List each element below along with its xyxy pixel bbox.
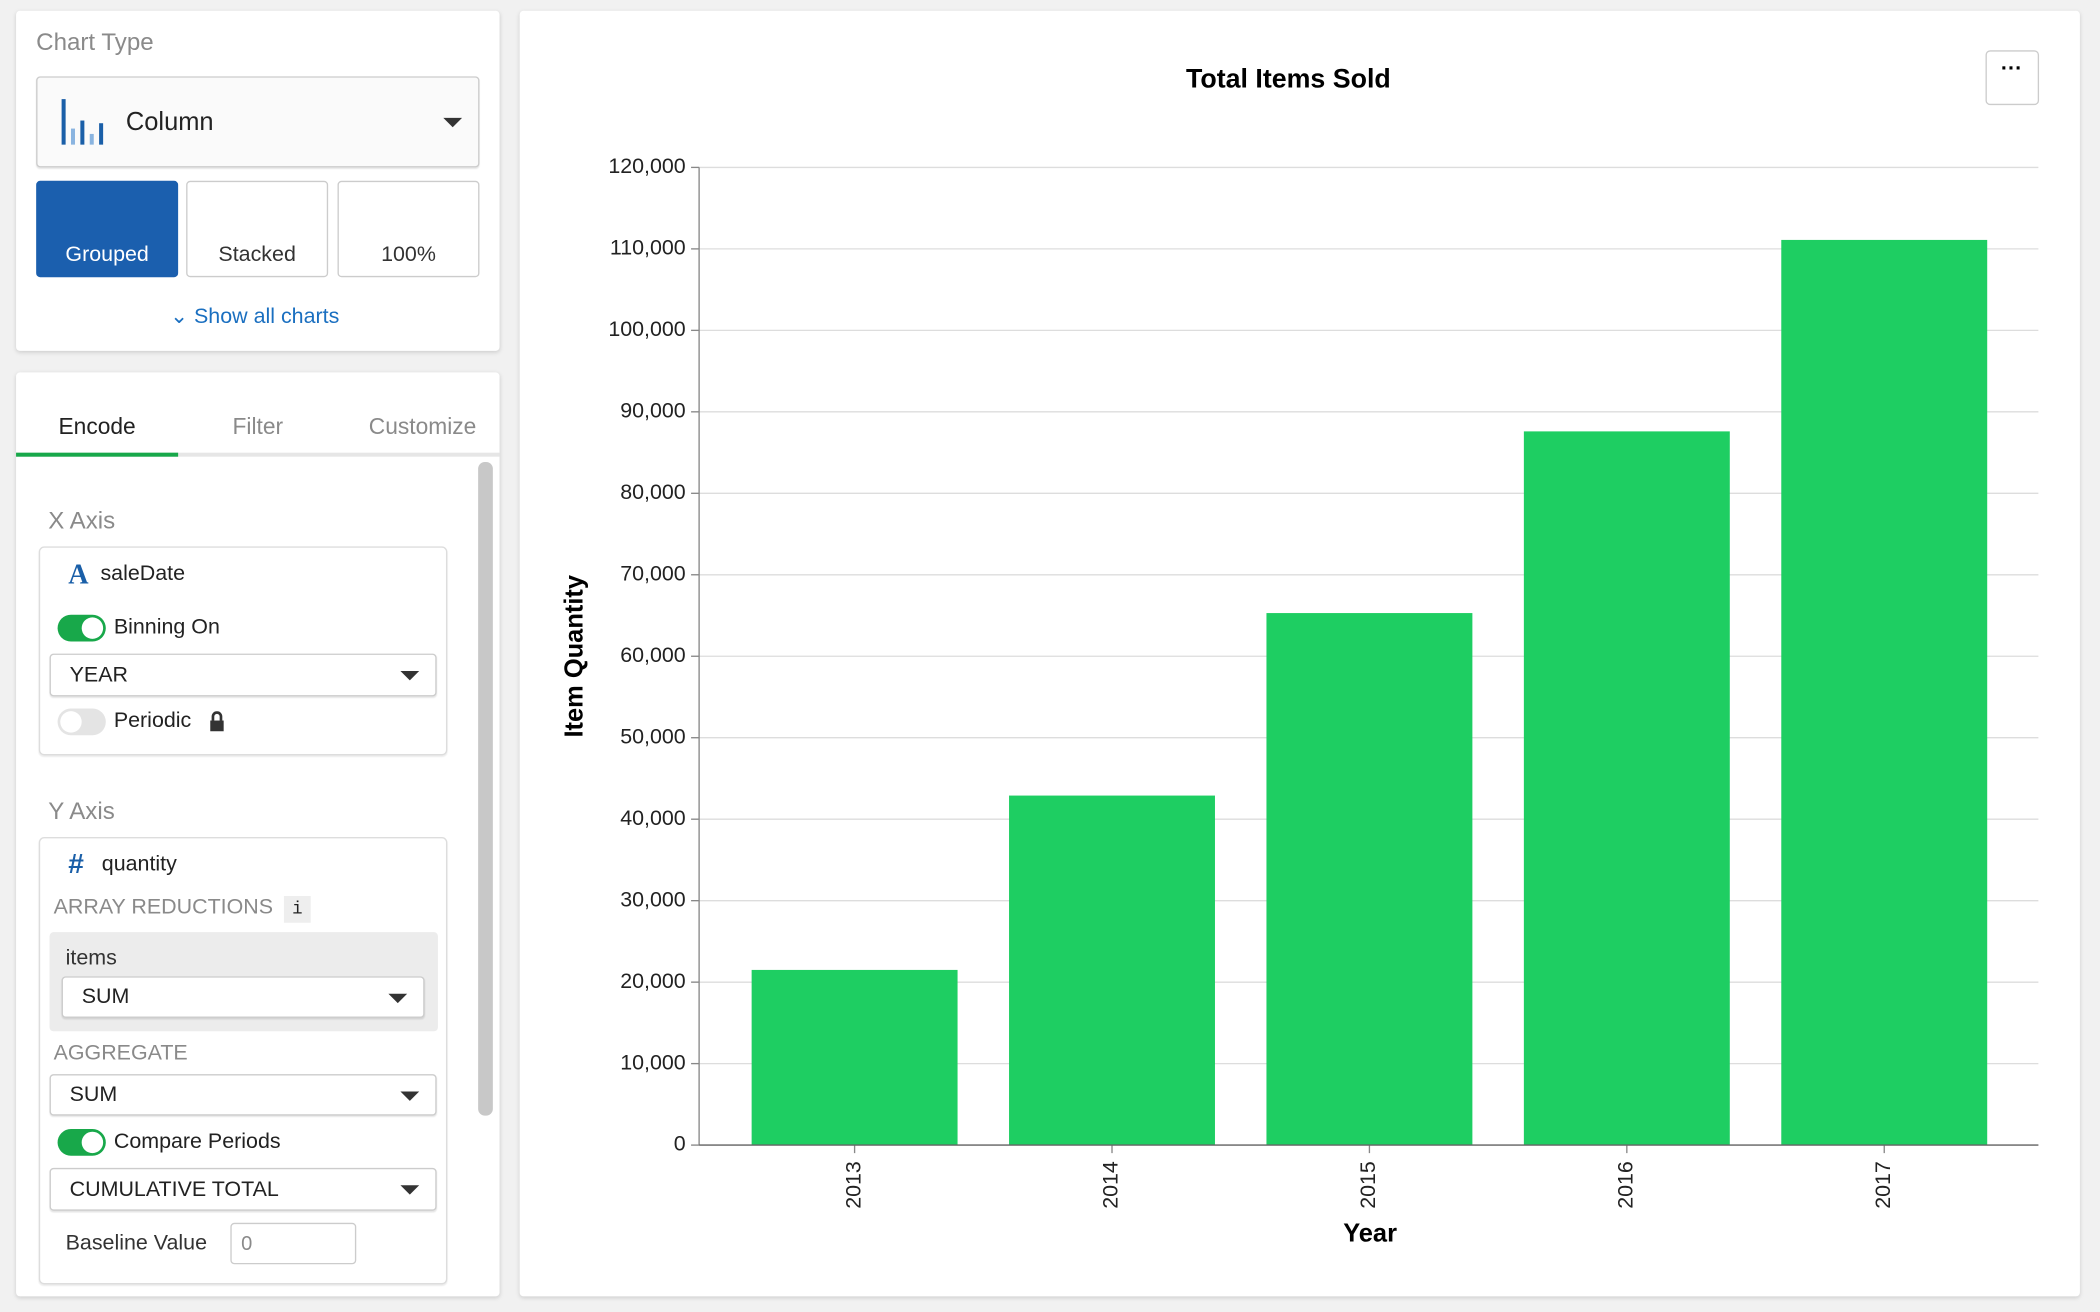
chart-title: Total Items Sold [1186,63,1391,93]
y-tick-label: 70,000 [620,561,686,585]
baseline-input[interactable]: 0 [230,1222,357,1265]
label: items [65,946,117,970]
x-tick-label: 2013 [841,1161,865,1209]
label: AGGREGATE [53,1041,188,1065]
y-tick-label: 90,000 [620,398,686,422]
field-name: quantity [101,853,177,876]
y-tick-label: 110,000 [610,236,686,260]
menu-icon: ··· [2001,56,2022,80]
toggle[interactable] [57,708,106,736]
select[interactable]: CUMULATIVE TOTAL [49,1167,437,1211]
toggle-label: Binning On [113,616,220,639]
string-icon: A [68,557,89,590]
y-tick-label: 20,000 [620,969,686,993]
variant-label: Grouped [65,243,149,267]
select[interactable]: YEAR [49,653,437,697]
x-tick-label: 2015 [1356,1161,1380,1209]
show-all-link[interactable]: ⌄ Show all charts [170,305,340,329]
toggle[interactable] [57,1129,106,1156]
x-tick-label: 2014 [1099,1161,1123,1209]
toggle[interactable] [57,614,106,642]
bar [751,969,958,1146]
y-tick-label: 120,000 [608,154,685,178]
y-tick-label: 80,000 [620,480,686,504]
scrollbar[interactable] [478,462,493,1116]
bar [1781,239,1988,1146]
link-text: Show all charts [194,305,340,329]
select[interactable]: SUM [49,1074,437,1116]
selected-type: Column [125,108,214,137]
chart-type-select[interactable]: Column [36,76,480,168]
variant-label: 100% [381,243,436,267]
x-axis-title: Year [1343,1220,1397,1248]
chart: ··· Total Items Sold Item Quantity Year … [561,50,2040,1248]
input-value: 0 [241,1232,253,1256]
y-tick-label: 30,000 [620,887,686,911]
y-tick-label: 50,000 [620,724,686,748]
menu-button[interactable] [1985,50,2040,106]
field-name: saleDate [100,562,186,586]
x-tick-label: 2016 [1613,1161,1637,1209]
icon [61,99,104,145]
number-icon: # [68,849,84,880]
variant-button[interactable]: Grouped [36,180,179,278]
label: Chart Type [36,28,154,56]
toggle-label: Periodic [113,709,192,733]
toggle-label: Compare Periods [113,1130,281,1154]
tab[interactable]: Filter [232,413,284,440]
x-tick-label: 2017 [1871,1161,1895,1209]
y-axis-title: Item Quantity [561,574,589,737]
select[interactable]: SUM [61,976,425,1018]
select-value: CUMULATIVE TOTAL [69,1178,279,1202]
select-value: SUM [69,1083,118,1107]
select-value: YEAR [69,664,129,688]
tab[interactable]: Encode [58,413,136,440]
bar [1266,613,1473,1146]
label: ARRAY REDUCTIONS [53,895,274,919]
tab-indicator [16,452,179,457]
variant-button[interactable]: 100% [337,180,480,278]
bar [1523,431,1730,1146]
y-tick-label: 100,000 [608,317,685,341]
section-heading: Y Axis [48,797,115,825]
section-heading: X Axis [48,506,116,534]
chart-type-card [16,10,500,351]
y-tick-label: 40,000 [620,806,686,830]
y-tick-label: 60,000 [620,643,686,667]
tab[interactable]: Customize [368,413,477,440]
field-box [38,546,448,756]
y-tick-label: 10,000 [620,1050,686,1074]
select-value: SUM [81,985,130,1009]
variant-label: Stacked [218,243,296,267]
lock-icon [210,711,224,732]
label: Baseline Value [65,1232,208,1255]
tab-rule [16,452,500,457]
info-badge[interactable]: i [283,895,311,923]
variant-button[interactable]: Stacked [186,180,329,278]
bar [1009,795,1215,1146]
y-tick-label: 0 [674,1132,686,1156]
